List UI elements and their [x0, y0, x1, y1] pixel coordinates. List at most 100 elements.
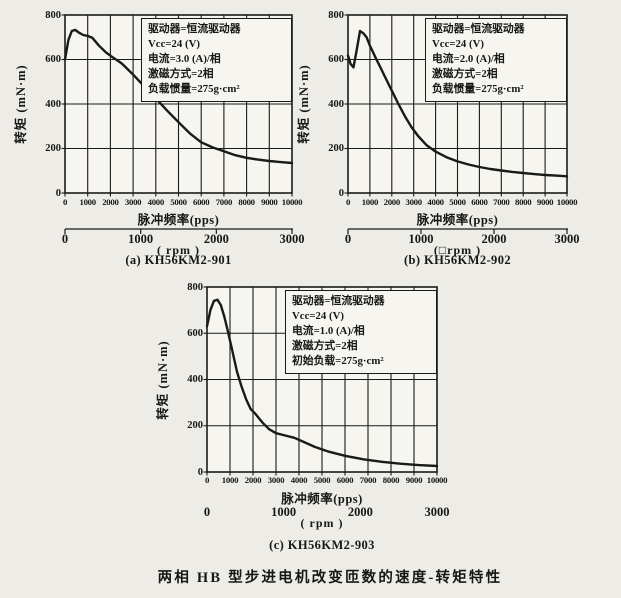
annotation-line: 驱动器=恒流驱动器 [292, 295, 385, 307]
y-axis-title: 转矩 (mN·m) [297, 64, 311, 144]
rpm-tick-label: 1000 [408, 232, 434, 246]
annotation-line: 负载惯量=275g·cm² [432, 82, 524, 95]
annotation-box: 驱动器=恒流驱动器 Vcc=24 (V) 电流=1.0 (A)/相 激磁方式=2相初始… [285, 290, 437, 374]
x-tick-label: 6000 [192, 197, 210, 207]
annotation-line: 驱动器=恒流驱动器 [432, 23, 525, 35]
y-tick-label: 200 [45, 143, 61, 154]
rpm-tick-label: 0 [344, 232, 352, 246]
annotation-box: 驱动器=恒流驱动器 Vcc=24 (V) 电流=3.0 (A)/相 激磁方式=2相 负载… [141, 18, 292, 102]
y-tick-label: 0 [338, 187, 344, 199]
plot-border [64, 14, 293, 194]
x-axis-label: 脉冲频率(pps) [281, 492, 363, 506]
rpm-tick-label: 3000 [554, 232, 580, 246]
x-tick-label: 9000 [405, 475, 423, 485]
x-tick-label: 7000 [215, 197, 233, 207]
chart-caption: (c) KH56KM2-903 [269, 538, 375, 552]
annotation-line: 电流=2.0 (A)/相 [432, 52, 505, 65]
x-tick-label: 1000 [221, 475, 239, 485]
y-tick-label: 200 [328, 143, 344, 154]
x-tick-label: 2000 [383, 197, 401, 207]
x-tick-label: 6000 [336, 475, 354, 485]
rpm-tick-label: 0 [61, 232, 69, 246]
rpm-unit-label: ( rpm ) [300, 516, 344, 530]
y-tick-label: 600 [45, 54, 61, 65]
annotation-line: 初始负载=275g·cm² [292, 354, 384, 367]
y-axis-title: 转矩 (mN·m) [156, 339, 170, 420]
annotation-line: 驱动器=恒流驱动器 [148, 23, 241, 35]
plot-svg [344, 14, 569, 197]
chart-caption: (b) KH56KM2-902 [403, 253, 512, 267]
x-tick-label: 7000 [493, 197, 510, 207]
plot-border [347, 14, 568, 194]
x-tick-label: 10000 [281, 197, 303, 207]
x-tick-label: 4000 [427, 197, 444, 207]
annotation-line: Vcc=24 (V) [292, 309, 345, 322]
y-tick-label: 400 [328, 98, 344, 110]
x-tick-label: 10000 [426, 475, 448, 485]
annotation-line: 激磁方式=2相 [432, 67, 498, 80]
rpm-tick-label: 1000 [271, 505, 297, 519]
rpm-axis-line [347, 228, 568, 234]
plot-border [206, 286, 438, 473]
x-tick-label: 9000 [536, 197, 554, 207]
annotation-line: 激磁方式=2相 [148, 67, 214, 80]
torque-curve [205, 298, 439, 468]
x-tick-label: 7000 [359, 475, 377, 485]
x-axis-label: 脉冲频率(pps) [137, 213, 220, 227]
x-tick-label: 8000 [238, 197, 255, 207]
annotation-line: 电流=1.0 (A)/相 [292, 324, 365, 337]
annotation-line: 激磁方式=2相 [292, 339, 358, 352]
rpm-tick-label: 2000 [347, 505, 373, 519]
rpm-tick-label: 3000 [424, 505, 450, 519]
rpm-unit-label: ( rpm ) [157, 243, 200, 257]
rpm-tick-label: 1000 [128, 232, 154, 246]
y-tick-label: 400 [45, 98, 61, 110]
y-tick-label: 800 [45, 9, 61, 21]
chart-caption: (a) KH56KM2-901 [125, 253, 232, 267]
x-tick-label: 3000 [124, 197, 142, 207]
x-axis-label: 脉冲频率(pps) [416, 213, 499, 227]
rpm-tick-label: 2000 [203, 232, 229, 246]
plot-svg [203, 286, 439, 476]
x-tick-label: 1000 [79, 197, 96, 207]
x-tick-label: 0 [204, 475, 210, 485]
y-tick-label: 600 [187, 327, 203, 339]
y-tick-label: 0 [55, 187, 61, 199]
y-tick-label: 600 [328, 54, 344, 65]
annotation-line: 负载惯量=275g·cm² [148, 82, 240, 95]
annotation-line: Vcc=24 (V) [432, 37, 485, 50]
x-tick-label: 2000 [244, 475, 262, 485]
torque-curve [346, 29, 569, 178]
x-tick-label: 8000 [514, 197, 532, 207]
x-tick-label: 6000 [471, 197, 488, 207]
torque-curve [63, 28, 294, 165]
x-tick-label: 1000 [361, 197, 379, 207]
x-tick-label: 5000 [313, 475, 331, 485]
x-tick-label: 5000 [449, 197, 466, 207]
x-tick-label: 10000 [556, 197, 578, 207]
y-tick-label: 800 [187, 281, 203, 293]
x-tick-label: 5000 [170, 197, 187, 207]
x-tick-label: 0 [345, 197, 351, 207]
y-tick-label: 800 [328, 9, 344, 21]
annotation-box: 驱动器=恒流驱动器 Vcc=24 (V) 电流=2.0 (A)/相 激磁方式=2相负载… [425, 18, 567, 102]
x-tick-label: 9000 [261, 197, 278, 207]
x-tick-label: 0 [62, 197, 68, 207]
x-tick-label: 3000 [267, 475, 285, 485]
y-axis-title: 转矩 (mN·m) [14, 64, 28, 144]
figure-caption: 两相 HB 型步进电机改变匝数的速度-转矩特性 [157, 570, 503, 586]
rpm-tick-label: 2000 [481, 232, 507, 246]
rpm-unit-label: (□rpm ) [433, 243, 482, 257]
x-tick-label: 8000 [382, 475, 400, 485]
x-tick-label: 4000 [147, 197, 165, 207]
y-tick-label: 400 [187, 374, 203, 385]
annotation-line: 电流=3.0 (A)/相 [148, 52, 221, 65]
rpm-axis-line [64, 228, 293, 234]
rpm-tick-label: 3000 [279, 232, 305, 246]
x-tick-label: 2000 [102, 197, 119, 207]
x-tick-label: 3000 [405, 197, 422, 207]
y-tick-label: 0 [197, 466, 203, 478]
